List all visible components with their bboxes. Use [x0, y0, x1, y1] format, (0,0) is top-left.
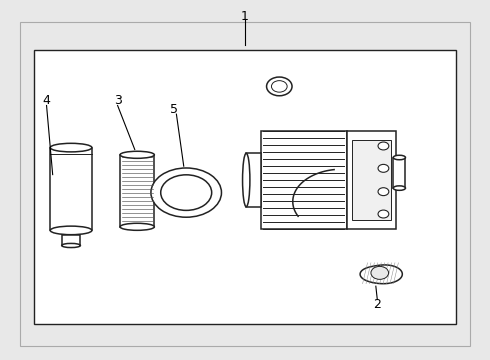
Text: 4: 4 — [43, 94, 50, 107]
Ellipse shape — [151, 168, 221, 217]
Bar — [261, 131, 347, 229]
Text: 3: 3 — [114, 94, 122, 107]
Ellipse shape — [120, 223, 154, 230]
Text: 1: 1 — [241, 10, 249, 23]
Polygon shape — [360, 265, 402, 284]
Bar — [352, 140, 391, 220]
Bar — [34, 50, 456, 324]
Bar — [347, 131, 396, 229]
Bar — [120, 155, 154, 227]
Circle shape — [271, 81, 287, 92]
Circle shape — [378, 188, 389, 195]
Ellipse shape — [243, 153, 250, 207]
Ellipse shape — [393, 155, 405, 160]
Circle shape — [378, 210, 389, 218]
Circle shape — [378, 142, 389, 150]
Circle shape — [378, 165, 389, 172]
Ellipse shape — [62, 243, 80, 248]
Text: 2: 2 — [373, 298, 381, 311]
Ellipse shape — [50, 143, 92, 152]
Bar — [50, 148, 92, 230]
Circle shape — [371, 266, 389, 279]
Ellipse shape — [161, 175, 212, 210]
Text: 5: 5 — [170, 103, 178, 116]
Bar — [246, 153, 261, 207]
Ellipse shape — [393, 186, 405, 190]
Ellipse shape — [50, 226, 92, 235]
Circle shape — [267, 77, 292, 96]
Bar — [62, 235, 80, 246]
Ellipse shape — [120, 151, 154, 158]
Bar — [393, 158, 405, 188]
